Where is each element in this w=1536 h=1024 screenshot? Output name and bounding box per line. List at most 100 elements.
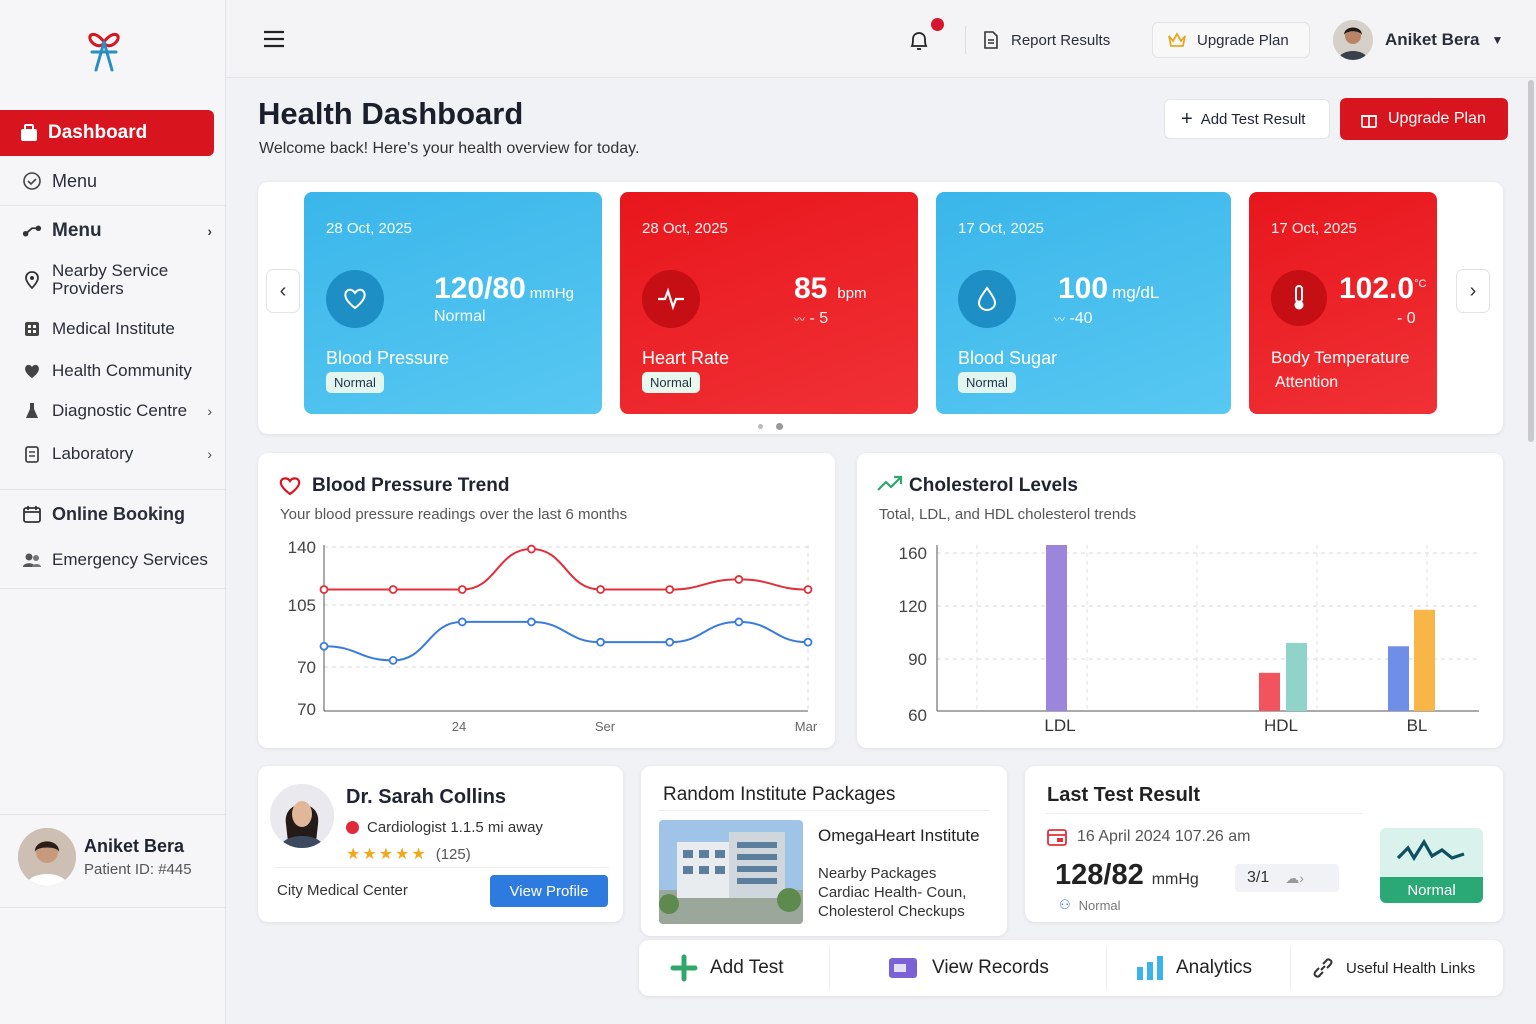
report-results-label: Report Results <box>1011 31 1111 49</box>
packages-card: Random Institute Packages OmegaHeart Ins… <box>641 766 1007 936</box>
metric-value: 85 <box>794 272 828 305</box>
sidebar-item-label: Online Booking <box>52 503 185 524</box>
view-records-button[interactable]: View Records <box>888 940 1049 996</box>
view-profile-button[interactable]: View Profile <box>490 875 608 907</box>
metric-unit: bpm <box>837 285 867 302</box>
records-icon <box>889 958 917 978</box>
chevron-right-icon: › <box>207 223 212 239</box>
data-point <box>803 585 813 594</box>
network-icon <box>22 221 42 241</box>
cholesterol-card: Cholesterol Levels Total, LDL, and HDL c… <box>857 453 1503 748</box>
bar-bl <box>1414 609 1435 711</box>
sidebar-item-label: Diagnostic Centre <box>52 401 188 420</box>
page-subtitle: Welcome back! Here's your health overvie… <box>259 140 640 157</box>
doctor-name[interactable]: Dr. Sarah Collins <box>346 786 507 808</box>
y-tick-label: 140 <box>288 538 316 557</box>
bp-trend-card: Blood Pressure Trend Your blood pressure… <box>258 453 835 748</box>
institute-image[interactable] <box>659 820 803 924</box>
hamburger-menu-icon[interactable] <box>263 30 285 53</box>
upgrade-plan-button[interactable]: Upgrade Plan <box>1340 98 1508 140</box>
sidebar-item-label: Medical Institute <box>52 319 175 338</box>
metric-name: Heart Rate <box>642 348 730 368</box>
trend-icon: 〰 <box>794 314 805 326</box>
y-tick-label: 70 <box>297 700 316 719</box>
y-tick-label: 60 <box>908 706 927 725</box>
metric-date: 17 Oct, 2025 <box>958 220 1044 237</box>
useful-health-links-label: Useful Health Links <box>1346 959 1476 977</box>
metric-name: Blood Pressure <box>326 348 450 368</box>
notification-dot <box>931 18 944 31</box>
avatar[interactable] <box>1333 20 1373 60</box>
menu-toggle[interactable]: Menu <box>0 168 224 194</box>
cloud-icon: ☁› <box>1285 869 1304 886</box>
notification-bell-icon[interactable] <box>909 18 944 57</box>
metric-card-heart-rate[interactable]: 28 Oct, 2025 85 bpm 〰 - 5 Heart Rate Norm… <box>620 192 918 414</box>
chevron-down-icon: ▼ <box>1491 33 1504 47</box>
institute-name[interactable]: OmegaHeart Institute <box>818 826 980 845</box>
sidebar-item-label: Emergency Services <box>52 550 208 569</box>
add-test-button[interactable]: Add Test <box>670 940 784 996</box>
ratio-value: 3/1 <box>1247 869 1270 886</box>
sidebar-item-online-booking[interactable]: Online Booking <box>0 502 224 526</box>
link-icon <box>1313 958 1333 978</box>
x-tick-label: Ser <box>595 719 616 734</box>
upgrade-plan-label: Upgrade Plan <box>1197 31 1289 49</box>
carousel-dot-active[interactable] <box>776 423 783 430</box>
useful-health-links-button[interactable]: Useful Health Links <box>1312 940 1475 996</box>
data-point <box>527 617 536 627</box>
sidebar-item-dashboard[interactable]: Dashboard <box>0 110 214 156</box>
package-list-item: Cholesterol Checkups <box>818 903 965 920</box>
x-tick-label: BL <box>1407 716 1428 735</box>
upgrade-plan-top-button[interactable]: Upgrade Plan <box>1152 22 1310 58</box>
metric-sub: - 5 <box>809 310 829 327</box>
page-title: Health Dashboard <box>258 96 524 131</box>
bp-trend-chart: 140 105 70 70 24 Ser Mar <box>288 538 818 734</box>
analytics-button[interactable]: Analytics <box>1136 940 1252 996</box>
sidebar: Dashboard Menu Menu › Nearby Service Prov… <box>0 0 226 1024</box>
sidebar-user-profile[interactable]: Aniket Bera Patient ID: #445 <box>18 828 192 886</box>
sidebar-item-medical-institute[interactable]: Medical Institute <box>0 318 224 340</box>
sidebar-item-label: Dashboard <box>48 122 148 143</box>
cholesterol-title: Cholesterol Levels <box>909 475 1078 496</box>
data-point <box>388 655 398 665</box>
sidebar-item-label: Nearby Service Providers <box>52 261 169 298</box>
clipboard-icon <box>22 444 42 464</box>
add-test-result-button[interactable]: + Add Test Result <box>1164 99 1330 139</box>
sidebar-menu-header[interactable]: Menu › <box>0 218 224 244</box>
bar-hdl <box>1286 642 1307 711</box>
sidebar-user-name: Aniket Bera <box>84 836 185 856</box>
document-icon <box>984 31 998 49</box>
data-point <box>803 637 813 647</box>
doctor-specialty: Cardiologist 1.1.5 mi away <box>367 819 543 836</box>
data-point <box>596 585 605 594</box>
metric-card-body-temperature[interactable]: 17 Oct, 2025 102.0°C - 0 Body Temperatur… <box>1249 192 1437 414</box>
report-results-button[interactable]: Report Results <box>983 22 1110 58</box>
metric-unit: mg/dL <box>1112 283 1160 302</box>
last-test-unit: mmHg <box>1151 871 1199 888</box>
sidebar-item-emergency-services[interactable]: Emergency Services <box>0 549 224 571</box>
crown-icon <box>1168 32 1186 47</box>
app-logo[interactable] <box>76 22 132 78</box>
bar-bl <box>1388 646 1409 711</box>
series-line <box>323 620 809 662</box>
molecule-icon: ⚇ <box>1059 897 1071 912</box>
user-menu[interactable]: Aniket Bera ▼ <box>1385 22 1503 58</box>
last-test-title: Last Test Result <box>1047 784 1200 806</box>
carousel-prev-button[interactable]: ‹ <box>266 269 300 313</box>
data-point <box>734 617 744 627</box>
result-badge-label: Normal <box>1380 877 1483 903</box>
carousel-next-button[interactable]: › <box>1456 269 1490 313</box>
metric-card-blood-sugar[interactable]: 17 Oct, 2025 100 mg/dL 〰 -40 Blood Sugar … <box>936 192 1231 414</box>
carousel-dot[interactable] <box>758 424 763 429</box>
chevron-right-icon: › <box>1469 279 1477 302</box>
result-badge: Normal <box>1380 828 1483 903</box>
ecg-wave-icon <box>1396 838 1465 862</box>
scrollbar-thumb[interactable] <box>1528 80 1534 442</box>
sidebar-item-health-community[interactable]: Health Community <box>0 360 224 382</box>
metric-unit: mmHg <box>529 285 574 302</box>
sidebar-item-laboratory[interactable]: Laboratory › <box>0 443 224 465</box>
sidebar-item-nearby-service-providers[interactable]: Nearby Service Providers <box>0 260 224 300</box>
bp-trend-subtitle: Your blood pressure readings over the la… <box>280 506 628 523</box>
metric-card-blood-pressure[interactable]: 28 Oct, 2025 120/80 mmHg Normal Blood Pre… <box>304 192 602 414</box>
sidebar-item-diagnostic-centre[interactable]: Diagnostic Centre › <box>0 400 224 422</box>
